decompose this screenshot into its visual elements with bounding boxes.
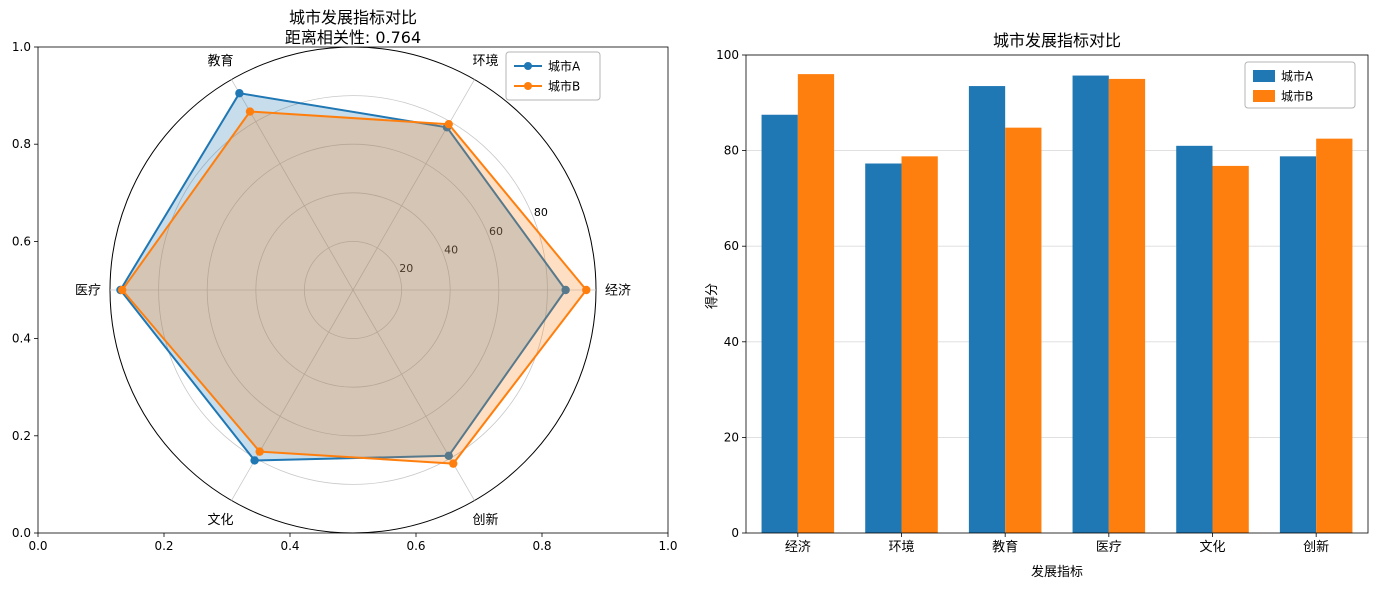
radar-category-label: 教育: [207, 53, 233, 69]
bar-category-label: 文化: [1199, 540, 1225, 555]
bar-城市B-医疗: [1108, 78, 1146, 534]
radar-point-城市B: [117, 285, 127, 295]
radar-area-城市A: [120, 93, 566, 461]
radar-point-城市A: [561, 285, 570, 295]
bar-城市B-经济: [797, 74, 835, 534]
outer-y-tick-label: 0.4: [12, 332, 31, 346]
outer-x-tick-label: 0.0: [28, 539, 47, 553]
y-tick-label: 100: [716, 48, 739, 62]
outer-x-tick-label: 0.6: [406, 539, 425, 553]
radar-category-label: 医疗: [75, 284, 101, 299]
bar-城市A-经济: [761, 114, 798, 533]
bar-legend-label: 城市A: [1281, 69, 1314, 84]
y-tick-label: 80: [724, 144, 739, 158]
radar-point-城市B: [449, 459, 458, 468]
radar-point-城市B: [582, 285, 591, 295]
y-tick-label: 60: [724, 239, 739, 253]
radar-point-城市B: [255, 447, 264, 456]
bar-category-label: 经济: [785, 540, 811, 555]
bar-category-label: 教育: [992, 539, 1018, 555]
y-tick-label: 40: [724, 335, 739, 349]
bar-x-axis-label: 发展指标: [1030, 565, 1083, 580]
radar-legend-marker: [524, 82, 532, 90]
outer-x-tick-label: 0.2: [154, 539, 173, 553]
radar-legend-label: 城市A: [548, 59, 581, 74]
bar-y-axis-label: 得分: [705, 283, 720, 310]
outer-y-tick-label: 0.2: [12, 429, 31, 443]
bar-legend-swatch: [1253, 90, 1275, 102]
bar-城市A-文化: [1176, 145, 1213, 533]
bar-城市A-医疗: [1072, 75, 1109, 533]
bar-城市B-教育: [1005, 127, 1042, 533]
bar-legend-label: 城市B: [1281, 89, 1313, 104]
radar-radial-tick-label: 20: [399, 262, 413, 275]
bar-chart: 经济 环境 教育 医疗 文化 创新 0 20 40 60 80 100 城市A 城市B: [716, 48, 1369, 555]
radar-chart: 0.0 0.2 0.4 0.6 0.8 1.0 0.0 0.2 0.4 0.6 0.8 1.0 经济 环境…: [12, 40, 678, 553]
outer-x-tick-label: 1.0: [658, 539, 677, 553]
radar-point-城市B: [245, 107, 255, 116]
radar-point-城市A: [444, 451, 453, 461]
bar-subplot: 城市发展指标对比 得分 发展指标 经济 环境 教育 医疗 文化 创新 0 20 40 60 80 10…: [694, 0, 1389, 589]
radar-area-城市B: [122, 111, 587, 464]
radar-category-label: 环境: [472, 54, 498, 69]
bar-category-label: 创新: [1303, 539, 1329, 555]
y-tick-label: 20: [724, 430, 739, 444]
radar-legend-label: 城市B: [548, 79, 580, 94]
radar-point-城市A: [250, 456, 259, 465]
radar-category-label: 创新: [472, 512, 498, 528]
outer-x-tick-label: 0.4: [280, 539, 299, 553]
radar-chart-subtitle: 距离相关性: 0.764: [284, 28, 422, 47]
radar-category-label: 文化: [207, 513, 233, 528]
outer-x-tick-label: 0.8: [532, 539, 551, 553]
radar-point-城市A: [235, 89, 244, 98]
bar-城市B-创新: [1316, 138, 1353, 533]
radar-legend-marker: [524, 62, 532, 70]
bar-chart-title: 城市发展指标对比: [992, 31, 1121, 50]
bar-category-label: 医疗: [1096, 540, 1122, 555]
radar-radial-tick-label: 80: [534, 206, 548, 219]
outer-y-tick-label: 1.0: [12, 40, 31, 54]
outer-y-tick-label: 0.8: [12, 137, 31, 151]
bar-城市A-环境: [865, 163, 902, 534]
bar-城市A-教育: [968, 86, 1006, 533]
y-tick-label: 0: [731, 526, 739, 540]
bar-城市B-环境: [901, 156, 938, 533]
axes-frame: [745, 54, 1369, 534]
radar-subplot: 城市发展指标对比 距离相关性: 0.764 0.0 0.2 0.4 0.6 0.8 1.0…: [0, 0, 694, 589]
bar-城市B-文化: [1212, 165, 1249, 533]
radar-chart-title: 城市发展指标对比: [288, 8, 417, 27]
radar-radial-tick-label: 60: [489, 225, 503, 238]
polar-spoke: [231, 289, 354, 501]
outer-y-tick-label: 0.6: [12, 234, 31, 248]
bar-category-label: 环境: [888, 540, 914, 555]
radar-category-label: 经济: [605, 284, 631, 299]
bar-legend-swatch: [1253, 70, 1275, 82]
polar-spoke: [352, 79, 475, 291]
outer-y-tick-label: 0.0: [12, 526, 31, 540]
radar-radial-tick-label: 40: [444, 243, 458, 256]
radar-title-block: 城市发展指标对比 距离相关性: 0.764: [38, 8, 668, 48]
radar-point-城市B: [444, 119, 453, 129]
bar-城市A-创新: [1279, 156, 1317, 533]
